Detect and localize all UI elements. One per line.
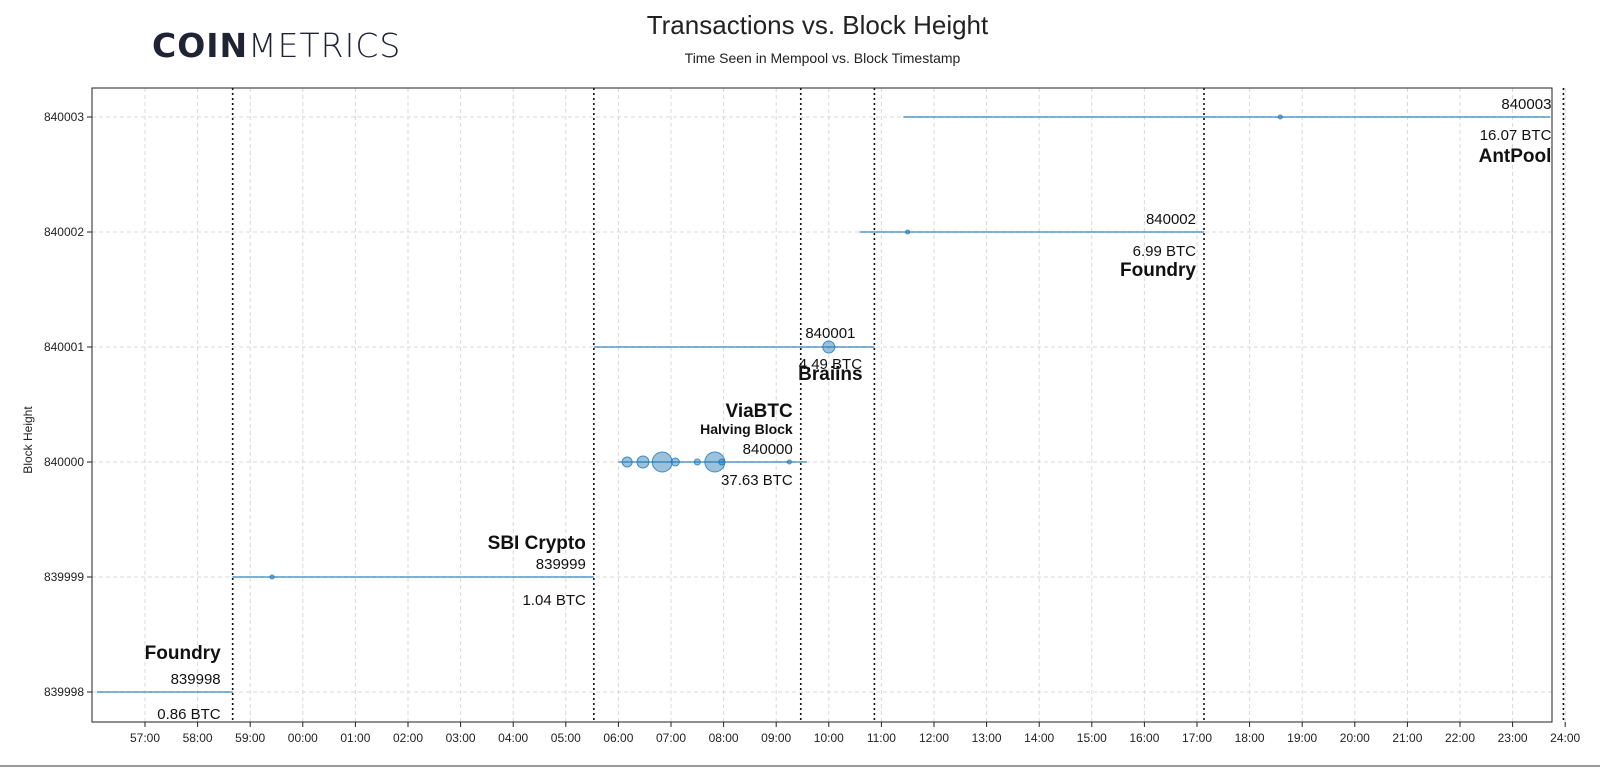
- x-tick-label: 17:00: [1182, 731, 1212, 745]
- block-reward-label: 6.99 BTC: [1133, 243, 1197, 260]
- bubble-layer: [269, 114, 1283, 580]
- pool-label: ViaBTC: [726, 401, 794, 422]
- x-tick-label: 08:00: [709, 731, 739, 745]
- grid-layer: [92, 88, 1566, 722]
- pool-label: Foundry: [1120, 260, 1196, 281]
- chart-subtitle: Time Seen in Mempool vs. Block Timestamp: [684, 50, 961, 66]
- x-tick-label: 06:00: [603, 731, 633, 745]
- logo-bold-text: COIN: [152, 26, 249, 65]
- x-tick-label: 58:00: [183, 731, 213, 745]
- transaction-bubble: [651, 451, 673, 473]
- x-tick-label: 13:00: [972, 731, 1002, 745]
- block-reward-label: 1.04 BTC: [522, 592, 586, 609]
- tick-layer: 57:00 58:00 59:00 00:00 01:00 02:00 03:00 04:00…: [44, 110, 1581, 745]
- x-tick-label: 05:00: [551, 731, 581, 745]
- x-tick-label: 16:00: [1129, 731, 1159, 745]
- segment-layer: [96, 116, 1550, 693]
- y-tick-label: 840002: [44, 225, 84, 239]
- pool-label: Foundry: [145, 643, 221, 664]
- y-tick-label: 840001: [44, 340, 84, 354]
- transaction-bubble: [269, 574, 275, 580]
- transaction-bubble: [670, 457, 680, 467]
- transaction-bubble: [786, 459, 792, 465]
- block-reward-label: 0.86 BTC: [157, 706, 221, 723]
- transaction-bubble: [636, 455, 650, 469]
- block-height-label: 839998: [171, 671, 221, 688]
- block-reward-label: 37.63 BTC: [721, 472, 793, 489]
- x-tick-label: 15:00: [1077, 731, 1107, 745]
- x-tick-label: 02:00: [393, 731, 423, 745]
- x-tick-label: 21:00: [1392, 731, 1422, 745]
- transaction-bubble: [1277, 114, 1283, 120]
- x-tick-label: 59:00: [235, 731, 265, 745]
- x-tick-label: 04:00: [498, 731, 528, 745]
- block-time-lines: [231, 88, 1565, 722]
- y-tick-label: 839999: [44, 570, 84, 584]
- block-reward-label: 4.49 BTC: [799, 356, 863, 373]
- block-height-label: 840003: [1501, 96, 1551, 113]
- y-tick-label: 839998: [44, 685, 84, 699]
- logo-light-text: METRICS: [248, 26, 402, 65]
- annotation-layer: Foundry 839998 0.86 BTC SBI Crypto 839999 1.0…: [145, 96, 1552, 723]
- block-height-label: 840002: [1146, 211, 1196, 228]
- plot-frame: [91, 87, 1553, 723]
- y-tick-label: 840000: [44, 455, 84, 469]
- transaction-bubble: [621, 456, 633, 468]
- bottom-divider: [0, 765, 1600, 767]
- pool-label: AntPool: [1479, 146, 1552, 167]
- x-tick-label: 18:00: [1235, 731, 1265, 745]
- x-tick-label: 11:00: [867, 731, 896, 745]
- pool-label: SBI Crypto: [488, 533, 586, 554]
- pool-label: Braiins: [798, 364, 862, 385]
- transaction-bubble: [693, 458, 701, 466]
- x-tick-label: 20:00: [1340, 731, 1370, 745]
- x-tick-label: 57:00: [130, 731, 160, 745]
- x-tick-label: 07:00: [656, 731, 686, 745]
- coinmetrics-logo: COINMETRICS: [152, 26, 401, 65]
- block-height-label: 839999: [536, 556, 586, 573]
- x-tick-label: 00:00: [288, 731, 318, 745]
- chart-title: Transactions vs. Block Height: [646, 10, 989, 40]
- x-tick-label: 03:00: [446, 731, 476, 745]
- x-tick-label: 12:00: [919, 731, 949, 745]
- x-tick-label: 09:00: [761, 731, 791, 745]
- transaction-bubble: [905, 229, 911, 235]
- x-tick-label: 14:00: [1024, 731, 1054, 745]
- x-tick-label: 01:00: [340, 731, 370, 745]
- transaction-bubble: [718, 458, 726, 466]
- block-height-label: 840000: [743, 441, 793, 458]
- x-tick-label: 23:00: [1498, 731, 1528, 745]
- halving-note-label: Halving Block: [700, 421, 793, 437]
- x-tick-label: 24:00: [1550, 731, 1580, 745]
- block-height-label: 840001: [805, 325, 855, 342]
- x-tick-label: 10:00: [814, 731, 844, 745]
- y-tick-label: 840003: [44, 110, 84, 124]
- x-tick-label: 19:00: [1287, 731, 1317, 745]
- x-tick-label: 22:00: [1445, 731, 1475, 745]
- block-reward-label: 16.07 BTC: [1480, 127, 1552, 144]
- transaction-bubble: [822, 340, 836, 354]
